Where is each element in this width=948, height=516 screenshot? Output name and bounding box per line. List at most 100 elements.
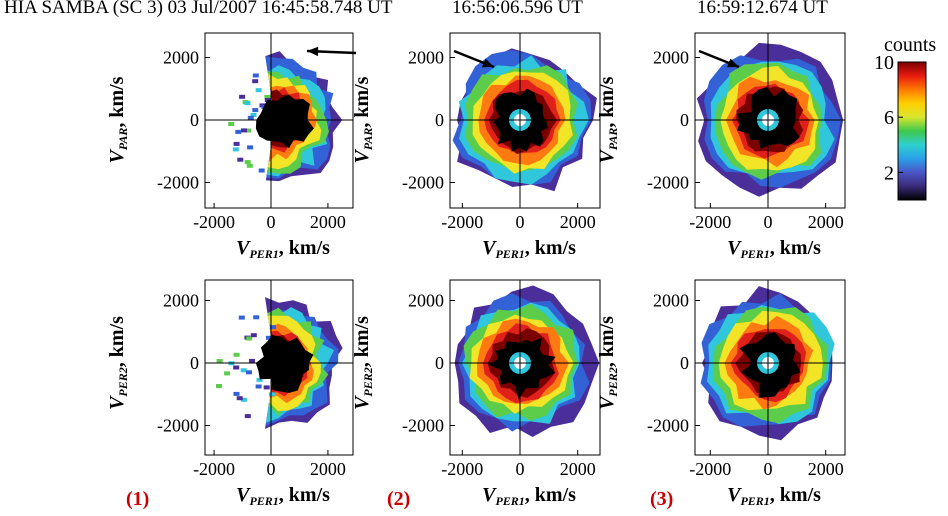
speckle — [233, 365, 240, 370]
title-panel-1: HIA SAMBA (SC 3) 03 Jul/2007 16:45:58.74… — [4, 0, 393, 18]
y-tick-label: -2000 — [402, 173, 444, 193]
x-tick-label: 2000 — [560, 212, 596, 232]
speckle — [249, 358, 255, 363]
speckle — [263, 385, 270, 390]
speckle — [268, 392, 275, 397]
panel-number-1: (1) — [126, 488, 150, 510]
y-tick-label: -2000 — [157, 173, 199, 193]
y-axis-label: VPER2, km/s — [351, 316, 375, 410]
y-tick-label: 0 — [190, 110, 199, 130]
x-axis-label: VPER1, km/s — [727, 484, 821, 508]
title-panel-3: 16:59:12.674 UT — [697, 0, 828, 18]
speckle — [246, 370, 252, 375]
speckle — [255, 88, 262, 93]
speckle — [258, 168, 265, 173]
speckle — [239, 94, 246, 99]
speckle — [244, 160, 251, 165]
plot-panel-bottom-2: -2000 0 2000 2000 0 -2000 VPER1, km/s VPER2, km… — [351, 279, 601, 508]
x-tick-label: 2000 — [808, 459, 844, 479]
speckle — [232, 147, 239, 152]
speckle — [253, 315, 260, 320]
core-black — [255, 94, 314, 148]
colorbar-tick-label: 10 — [874, 52, 894, 74]
x-tick-label: 2000 — [310, 212, 346, 232]
distribution-heatmap — [696, 42, 844, 197]
plot-frame — [694, 279, 846, 456]
speckle — [233, 391, 240, 396]
y-axis-label: VPER2, km/s — [106, 316, 130, 410]
speckle — [247, 145, 254, 150]
y-tick-label: 2000 — [653, 291, 689, 311]
y-tick-label: 2000 — [408, 48, 444, 68]
speckle — [250, 112, 257, 117]
y-tick-label: 2000 — [163, 48, 199, 68]
panel-number-3: (3) — [650, 488, 674, 510]
speckle — [238, 315, 245, 320]
y-tick-label: -2000 — [647, 173, 689, 193]
speckle — [246, 336, 253, 341]
speckle — [237, 157, 244, 162]
x-tick-label: -2000 — [441, 459, 483, 479]
x-tick-label: 2000 — [808, 212, 844, 232]
plot-frame — [449, 279, 601, 456]
speckle — [240, 397, 247, 402]
title-panel-2: 16:56:06.596 UT — [452, 0, 583, 18]
y-tick-label: 0 — [435, 110, 444, 130]
colorbar-label: counts — [884, 34, 936, 56]
speckle — [252, 108, 259, 113]
x-tick-label: 0 — [764, 459, 773, 479]
x-tick-label: -2000 — [689, 212, 731, 232]
speckle — [244, 101, 251, 105]
x-tick-label: -2000 — [441, 212, 483, 232]
x-axis-label: VPER1, km/s — [727, 237, 821, 261]
plot-frame — [204, 279, 354, 456]
x-axis-label: VPER1, km/s — [236, 484, 330, 508]
annotation-arrow-head — [307, 46, 319, 57]
y-axis-label: VPER2, km/s — [596, 316, 620, 410]
x-tick-label: 2000 — [560, 459, 596, 479]
speckle — [250, 333, 257, 338]
annotation-arrow-head — [482, 58, 494, 68]
speckle — [247, 115, 254, 120]
speckle — [252, 79, 259, 84]
plot-panel-bottom-3: -2000 0 2000 2000 0 -2000 VPER1, km/s VPER2, km… — [596, 279, 846, 508]
x-tick-label: -2000 — [689, 459, 731, 479]
x-tick-label: 0 — [267, 212, 276, 232]
speckle — [252, 73, 259, 78]
y-tick-label: 0 — [680, 353, 689, 373]
x-axis-label: VPER1, km/s — [236, 237, 330, 261]
y-tick-label: 0 — [680, 110, 689, 130]
y-tick-label: -2000 — [157, 416, 199, 436]
y-tick-label: 2000 — [163, 291, 199, 311]
colorbar-tick-label: 2 — [884, 162, 894, 184]
speckle — [224, 371, 231, 376]
speckle — [245, 128, 252, 133]
annotation-arrow-head — [727, 58, 739, 68]
x-tick-label: 2000 — [310, 459, 346, 479]
x-tick-label: -2000 — [193, 459, 235, 479]
y-tick-label: -2000 — [647, 416, 689, 436]
speckle — [216, 384, 222, 388]
speckle — [236, 396, 243, 401]
colorbar-gradient — [897, 61, 927, 201]
speckle — [256, 377, 263, 382]
speckle — [241, 128, 247, 133]
speckle — [233, 352, 240, 357]
speckle — [233, 141, 240, 146]
x-tick-label: 0 — [516, 459, 525, 479]
core-black — [255, 335, 314, 393]
y-tick-label: 0 — [435, 353, 444, 373]
distribution-heatmap — [228, 51, 343, 182]
speckle — [265, 335, 272, 340]
speckle — [244, 414, 251, 419]
y-tick-label: 0 — [190, 353, 199, 373]
x-axis-label: VPER1, km/s — [482, 484, 576, 508]
x-tick-label: 0 — [267, 459, 276, 479]
x-tick-label: 0 — [764, 212, 773, 232]
speckle — [240, 368, 247, 373]
y-tick-label: 2000 — [408, 291, 444, 311]
speckle — [246, 163, 253, 168]
x-tick-label: -2000 — [193, 212, 235, 232]
